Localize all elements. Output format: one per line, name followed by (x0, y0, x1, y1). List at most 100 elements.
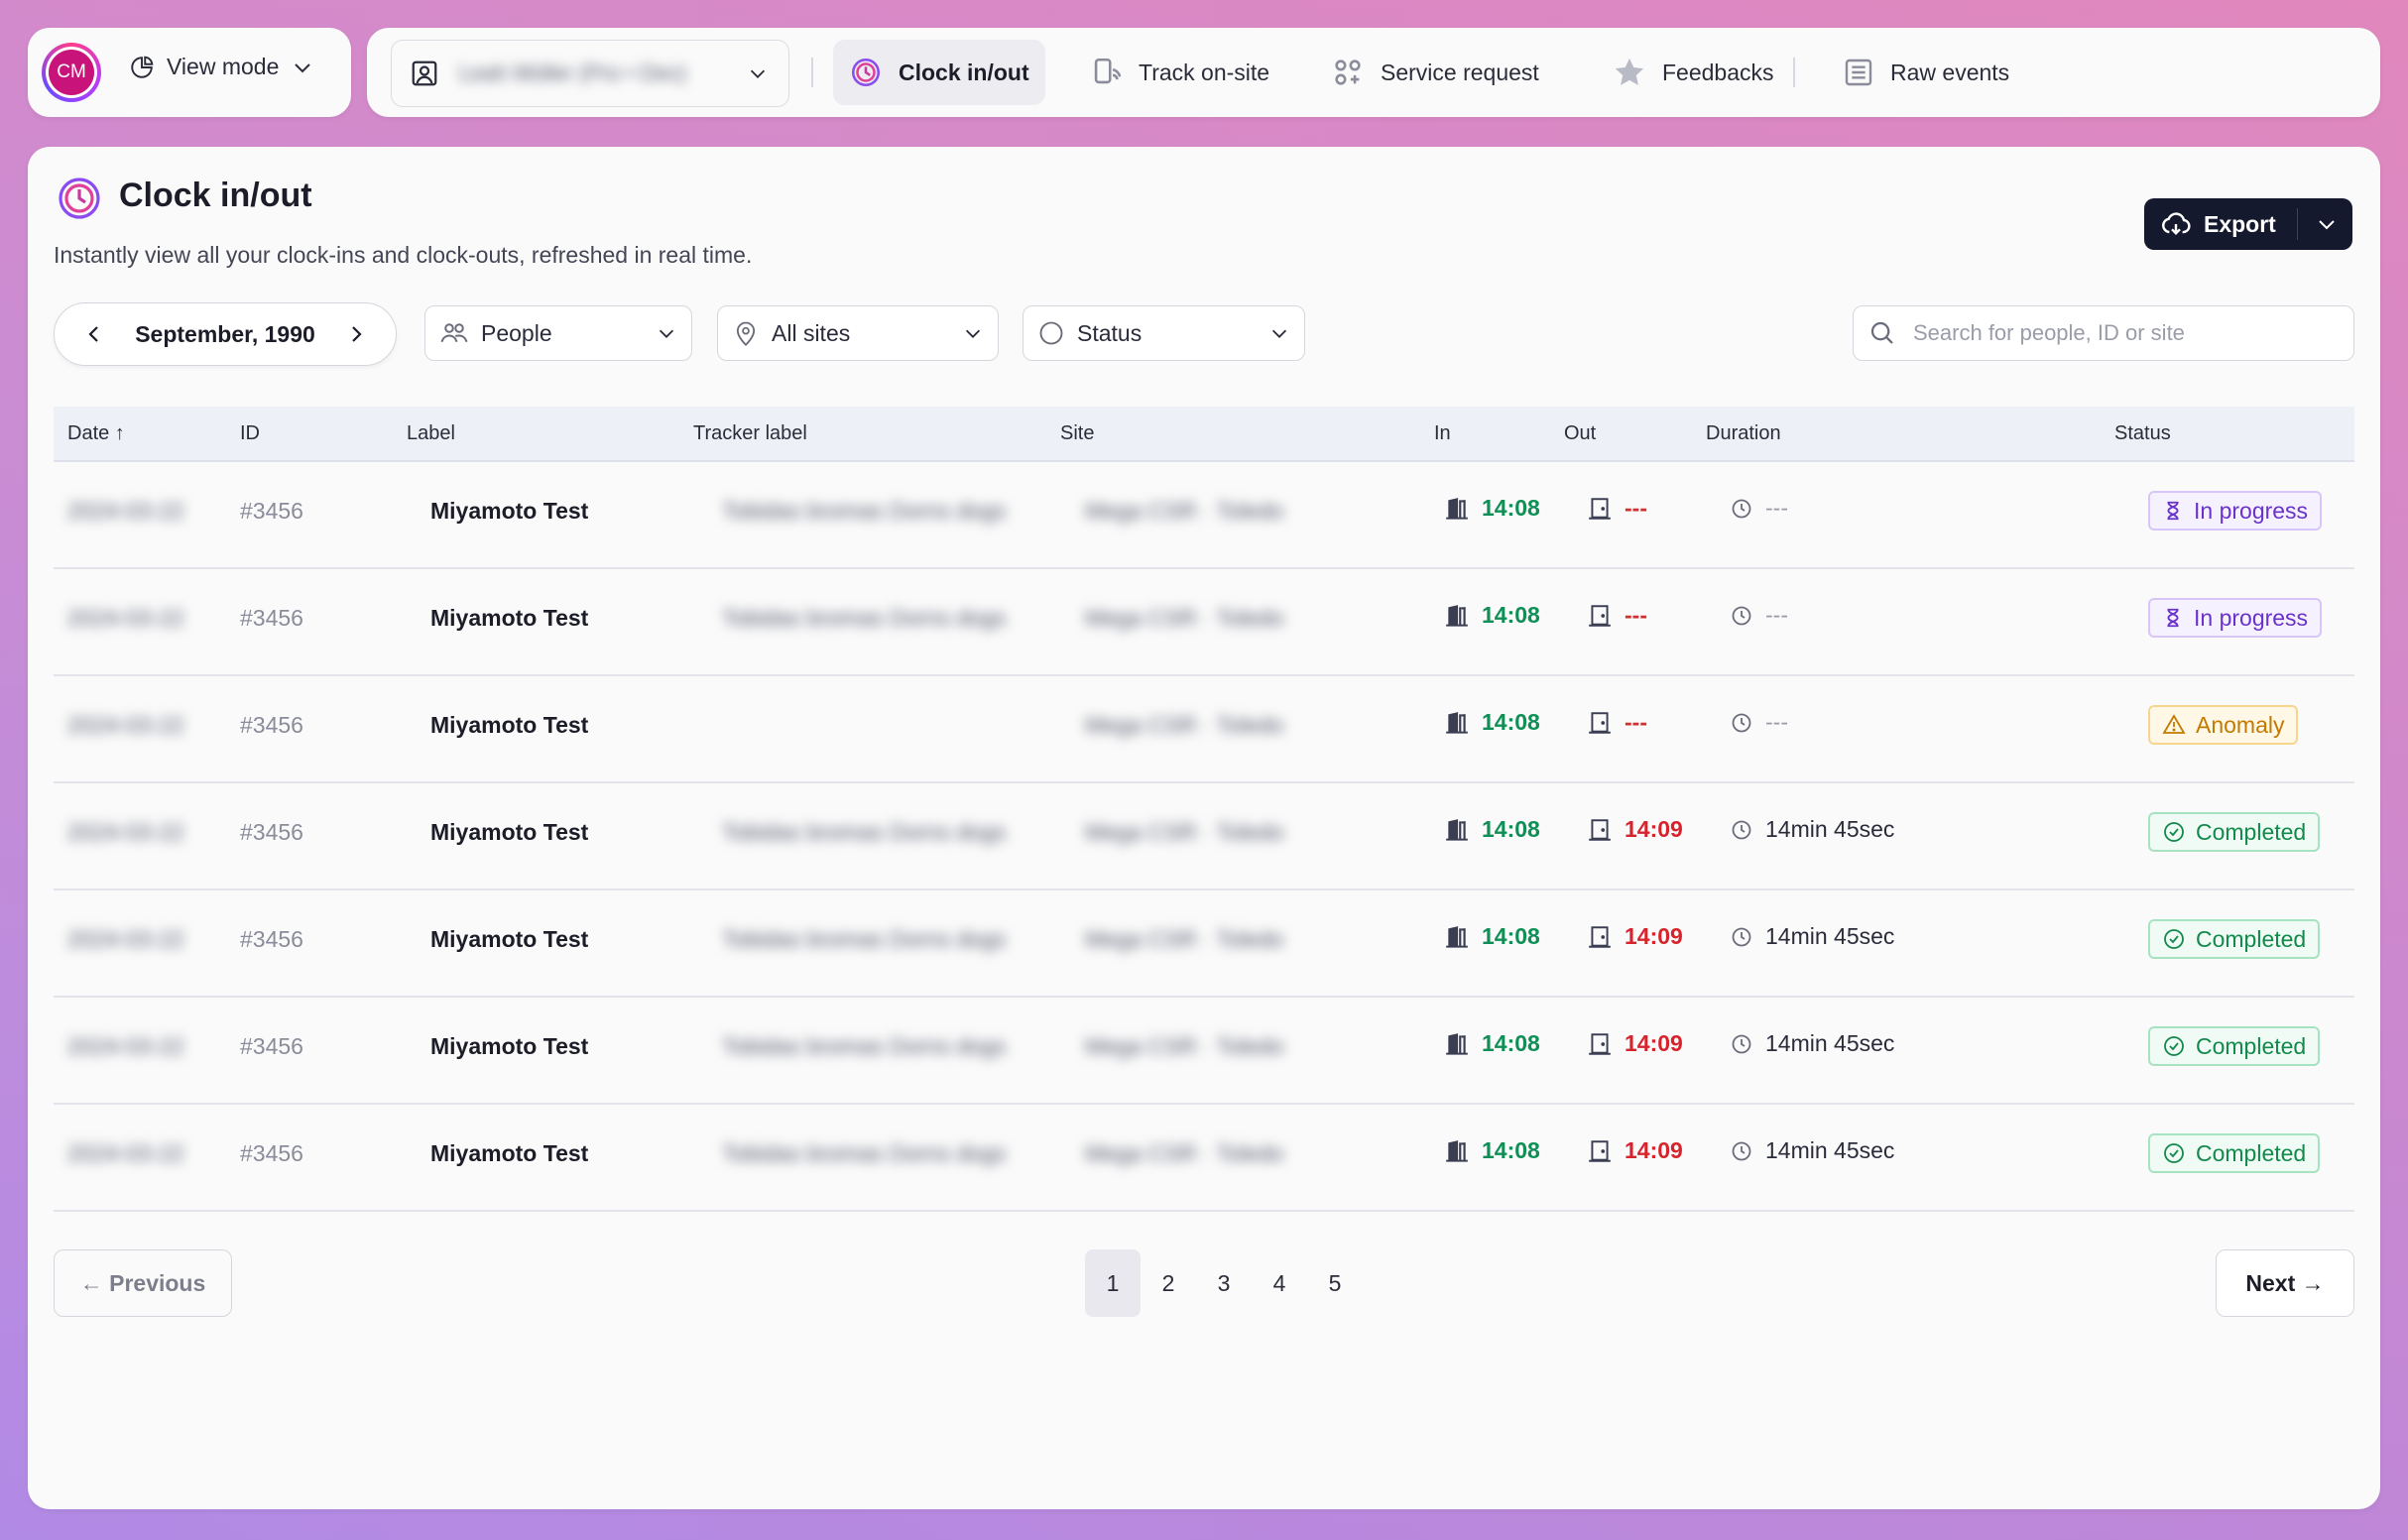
site-cell: Mega CSR · Toledo (1085, 1140, 1284, 1166)
duration-cell: --- (1730, 709, 1788, 736)
site-cell: Mega CSR · Toledo (1085, 712, 1284, 738)
table-row[interactable]: 2024-03-22 #3456 Miyamoto Test Tobidas brom… (54, 460, 2354, 569)
chevron-right-icon[interactable] (344, 322, 368, 346)
clock-icon (59, 178, 100, 219)
status-label: Completed (2196, 1032, 2307, 1059)
column-header-id: ID (240, 422, 260, 444)
workspace-card: CM View mode (28, 28, 351, 117)
door-closed-icon (1589, 1139, 1611, 1162)
people-icon (440, 323, 468, 343)
table-row[interactable]: 2024-03-22 #3456 Miyamoto Test Tobidas brom… (54, 1103, 2354, 1212)
column-header-tracker-label: Tracker label (693, 422, 807, 444)
clock-out-cell: --- (1587, 709, 1647, 736)
view-mode-toggle[interactable]: View mode (129, 54, 314, 80)
date-cell: 2024-03-22 (67, 498, 184, 524)
tracker-label-cell: Tobidas bromas Dorns dogs (722, 605, 1007, 631)
nav-label: Track on-site (1139, 59, 1270, 85)
clock-in-time: 14:08 (1482, 1030, 1540, 1056)
door-closed-icon (1589, 818, 1611, 841)
search-input[interactable] (1911, 319, 2340, 347)
star-icon (1615, 58, 1644, 85)
avatar-initials: CM (46, 47, 97, 98)
nav-raw-events[interactable]: Raw events (1827, 40, 2025, 105)
people-filter[interactable]: People (424, 305, 692, 361)
cloud-download-icon (2162, 212, 2191, 236)
page-number-button[interactable]: 3 (1217, 1269, 1231, 1296)
page-subtitle: Instantly view all your clock-ins and cl… (54, 242, 753, 268)
label-cell: Miyamoto Test (430, 1140, 589, 1166)
clock-in-time: 14:08 (1482, 816, 1540, 842)
sites-filter-label: All sites (772, 319, 851, 346)
nav-label: Service request (1381, 59, 1539, 85)
door-closed-icon (1589, 604, 1611, 627)
chevron-down-icon[interactable] (2315, 212, 2339, 236)
door-closed-icon (1589, 497, 1611, 520)
stopwatch-icon (1732, 1034, 1751, 1053)
nav-divider (1793, 58, 1795, 87)
column-header-date[interactable]: Date ↑ (67, 422, 125, 444)
hourglass-icon (2167, 501, 2179, 521)
table-header: Date ↑ ID Label Tracker label Site In Ou… (54, 407, 2354, 462)
stopwatch-icon (1732, 713, 1751, 732)
sites-filter[interactable]: All sites (717, 305, 999, 361)
chevron-down-icon (295, 62, 311, 72)
wifi-tracker-icon (1094, 58, 1122, 84)
stopwatch-icon (1732, 499, 1751, 518)
top-navigation: Leah Müller (Pro • Dev) Clock in/out Tra… (367, 28, 2380, 117)
clock-out-time: --- (1625, 709, 1647, 735)
duration-value: --- (1765, 709, 1788, 735)
clock-out-cell: 14:09 (1587, 816, 1683, 843)
nav-feedbacks[interactable]: Feedbacks (1597, 40, 1790, 105)
date-cell: 2024-03-22 (67, 926, 184, 952)
clock-out-time: 14:09 (1625, 923, 1683, 949)
site-cell: Mega CSR · Toledo (1085, 1033, 1284, 1059)
clock-in-cell: 14:08 (1444, 1137, 1540, 1164)
table-row[interactable]: 2024-03-22 #3456 Miyamoto Test Tobidas brom… (54, 781, 2354, 890)
site-cell: Mega CSR · Toledo (1085, 819, 1284, 845)
export-divider (2297, 208, 2298, 240)
table-row[interactable]: 2024-03-22 #3456 Miyamoto Test Tobidas brom… (54, 567, 2354, 676)
column-header-site: Site (1060, 422, 1095, 444)
nav-label: Clock in/out (899, 59, 1029, 85)
status-badge: Completed (2148, 812, 2321, 852)
table-row[interactable]: 2024-03-22 #3456 Miyamoto Test Tobidas brom… (54, 996, 2354, 1105)
door-closed-icon (1589, 925, 1611, 948)
page-number-button[interactable]: 2 (1161, 1269, 1175, 1296)
export-button[interactable]: Export (2144, 198, 2352, 250)
clock-in-cell: 14:08 (1444, 923, 1540, 950)
next-page-button[interactable]: Next → (2216, 1249, 2354, 1317)
page-number-button[interactable]: 5 (1328, 1269, 1342, 1296)
column-header-status: Status (2114, 422, 2171, 444)
nav-service-request[interactable]: Service request (1315, 40, 1555, 105)
label-cell: Miyamoto Test (430, 498, 589, 524)
clock-in-cell: 14:08 (1444, 816, 1540, 843)
nav-track-on-site[interactable]: Track on-site (1073, 40, 1285, 105)
table-row[interactable]: 2024-03-22 #3456 Miyamoto Test Mega CSR · T… (54, 674, 2354, 783)
page-title: Clock in/out (119, 177, 312, 214)
label-cell: Miyamoto Test (430, 712, 589, 738)
duration-value: 14min 45sec (1765, 923, 1895, 949)
date-cell: 2024-03-22 (67, 1140, 184, 1166)
clock-in-time: 14:08 (1482, 1137, 1540, 1163)
status-filter[interactable]: Status (1023, 305, 1305, 361)
page-number-button[interactable]: 4 (1272, 1269, 1286, 1296)
hourglass-icon (2167, 608, 2179, 628)
duration-value: 14min 45sec (1765, 816, 1895, 842)
previous-page-button[interactable]: ← Previous (54, 1249, 232, 1317)
clock-out-cell: --- (1587, 495, 1647, 522)
page-number-button[interactable]: 1 (1085, 1249, 1141, 1317)
duration-cell: --- (1730, 495, 1788, 522)
status-label: Anomaly (2196, 711, 2285, 738)
user-select-value: Leah Müller (Pro • Dev) (459, 60, 687, 85)
table-row[interactable]: 2024-03-22 #3456 Miyamoto Test Tobidas brom… (54, 888, 2354, 998)
chevron-left-icon[interactable] (82, 322, 106, 346)
check-circle-icon (2164, 1036, 2184, 1056)
door-open-icon (1446, 1032, 1468, 1055)
avatar[interactable]: CM (42, 43, 101, 102)
nav-clock-in-out[interactable]: Clock in/out (833, 40, 1045, 105)
user-select[interactable]: Leah Müller (Pro • Dev) (391, 40, 789, 107)
duration-value: --- (1765, 602, 1788, 628)
search-icon (1870, 321, 1893, 344)
duration-cell: 14min 45sec (1730, 816, 1894, 843)
clock-in-time: 14:08 (1482, 923, 1540, 949)
